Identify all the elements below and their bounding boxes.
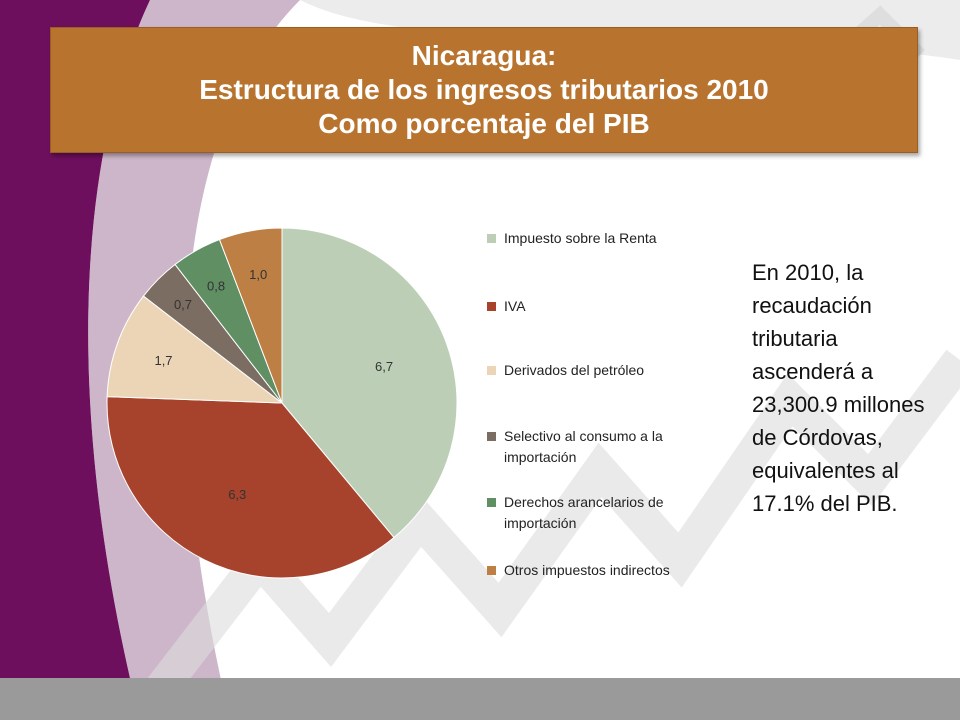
title-line-2: Estructura de los ingresos tributarios 2… — [199, 74, 769, 105]
pie-slice-3 — [106, 295, 284, 404]
legend-item-1: Impuesto sobre la Renta — [487, 228, 709, 249]
legend-swatch — [487, 366, 496, 375]
legend-swatch — [487, 432, 496, 441]
legend-swatch — [487, 566, 496, 575]
data-label-3: 1,7 — [154, 353, 172, 368]
lavender-band — [88, 0, 300, 720]
pie-slice-1 — [281, 227, 458, 539]
legend-label: Selectivo al consumo a la importación — [504, 428, 663, 465]
legend-swatch — [487, 498, 496, 507]
pie-slice-2 — [106, 396, 395, 579]
legend-label: Otros impuestos indirectos — [504, 562, 670, 578]
data-label-1: 6,7 — [375, 359, 393, 374]
title-box: Nicaragua: Estructura de los ingresos tr… — [50, 27, 918, 153]
legend-item-4: Selectivo al consumo a la importación — [487, 426, 709, 468]
legend-label: IVA — [504, 298, 526, 314]
legend-item-3: Derivados del petróleo — [487, 360, 709, 381]
title-line-1: Nicaragua: — [411, 40, 557, 71]
legend-swatch — [487, 234, 496, 243]
legend-label: Derechos arancelarios de importación — [504, 494, 664, 531]
zigzag-watermark — [146, 349, 960, 701]
legend-item-5: Derechos arancelarios de importación — [487, 492, 709, 534]
bottom-gray-band — [0, 678, 960, 720]
legend-label: Derivados del petróleo — [504, 362, 645, 378]
legend-item-6: Otros impuestos indirectos — [487, 560, 709, 581]
legend-swatch — [487, 302, 496, 311]
pie-slice-6 — [218, 227, 283, 404]
purple-band — [0, 0, 150, 720]
summary-note: En 2010, la recaudación tributaria ascen… — [752, 260, 925, 516]
legend-label: Impuesto sobre la Renta — [504, 230, 657, 246]
data-label-6: 1,0 — [249, 267, 267, 282]
data-label-5: 0,8 — [207, 278, 225, 293]
data-label-2: 6,3 — [228, 487, 246, 502]
data-label-4: 0,7 — [174, 297, 192, 312]
title-line-3: Como porcentaje del PIB — [318, 108, 650, 139]
legend-item-2: IVA — [487, 296, 709, 317]
